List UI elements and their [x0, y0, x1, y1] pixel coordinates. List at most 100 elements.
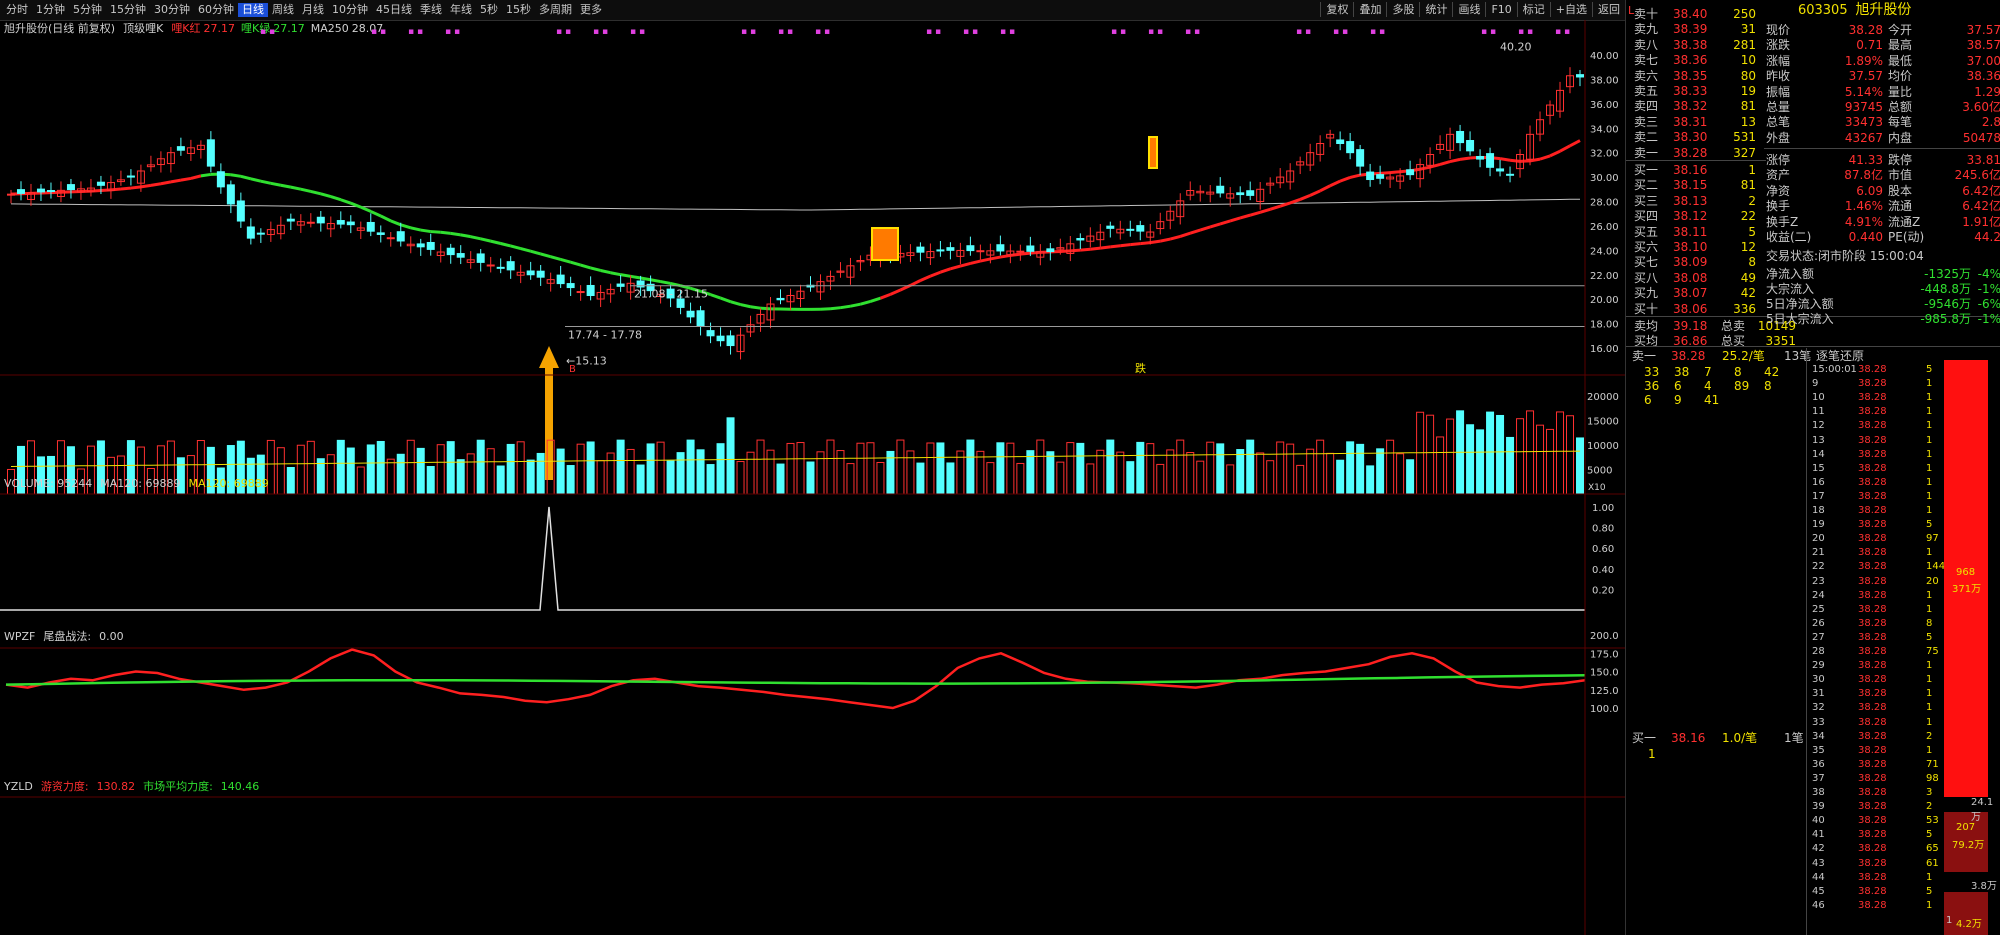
period-tab-4[interactable]: 30分钟: [154, 3, 190, 16]
candle-body[interactable]: [686, 310, 695, 318]
volume-bar[interactable]: [1056, 461, 1065, 495]
volume-bar[interactable]: [1036, 439, 1045, 495]
candle-body[interactable]: [1226, 193, 1235, 199]
volume-bar[interactable]: [1296, 464, 1305, 495]
volume-bar[interactable]: [666, 460, 675, 495]
candle-body[interactable]: [1176, 200, 1185, 218]
candle-body[interactable]: [956, 249, 965, 257]
candle-body[interactable]: [756, 313, 765, 324]
volume-bar[interactable]: [566, 465, 575, 495]
volume-bar[interactable]: [846, 463, 855, 495]
volume-bar[interactable]: [1196, 460, 1205, 495]
candle-body[interactable]: [1266, 182, 1275, 186]
candle-body[interactable]: [1416, 164, 1425, 180]
candle-body[interactable]: [1466, 139, 1475, 152]
candle-body[interactable]: [1196, 190, 1205, 194]
volume-bar[interactable]: [1186, 452, 1195, 495]
volume-bar[interactable]: [676, 452, 685, 495]
volume-bar[interactable]: [776, 463, 785, 495]
candle-body[interactable]: [826, 275, 835, 282]
candle-body[interactable]: [1206, 191, 1215, 195]
volume-bar[interactable]: [1066, 442, 1075, 495]
candle-body[interactable]: [156, 158, 165, 166]
candle-body[interactable]: [746, 324, 755, 333]
candle-body[interactable]: [316, 216, 325, 224]
volume-bar[interactable]: [1526, 410, 1535, 495]
candle-body[interactable]: [116, 179, 125, 183]
volume-bar[interactable]: [1556, 411, 1565, 495]
volume-bar[interactable]: [306, 440, 315, 495]
candle-body[interactable]: [386, 237, 395, 240]
volume-bar[interactable]: [716, 443, 725, 495]
candle-body[interactable]: [1076, 238, 1085, 241]
volume-bar[interactable]: [1096, 449, 1105, 495]
candle-body[interactable]: [1436, 143, 1445, 150]
candle-body[interactable]: [446, 247, 455, 256]
period-tab-7[interactable]: 周线: [272, 3, 294, 16]
candle-body[interactable]: [1276, 176, 1285, 184]
tool-button-3[interactable]: 统计: [1419, 2, 1452, 17]
volume-bar[interactable]: [1466, 424, 1475, 495]
period-tab-2[interactable]: 5分钟: [73, 3, 102, 16]
volume-bar[interactable]: [1306, 448, 1315, 495]
period-tab-14[interactable]: 15秒: [506, 3, 531, 16]
candle-body[interactable]: [26, 192, 35, 200]
candle-body[interactable]: [1456, 130, 1465, 144]
candle-body[interactable]: [736, 334, 745, 353]
candle-body[interactable]: [336, 220, 345, 225]
candle-body[interactable]: [1356, 149, 1365, 167]
volume-bar[interactable]: [926, 442, 935, 495]
volume-bar[interactable]: [1156, 463, 1165, 495]
candle-body[interactable]: [1326, 133, 1335, 139]
candle-body[interactable]: [516, 271, 525, 276]
volume-chart[interactable]: [6, 410, 1585, 495]
candle-body[interactable]: [1566, 75, 1575, 88]
candle-body[interactable]: [426, 241, 435, 250]
volume-bar[interactable]: [576, 443, 585, 495]
volume-bar[interactable]: [1356, 443, 1365, 495]
volume-bar[interactable]: [656, 441, 665, 495]
volume-bar[interactable]: [1256, 452, 1265, 495]
candle-body[interactable]: [466, 259, 475, 263]
candle-body[interactable]: [206, 139, 215, 167]
period-tab-3[interactable]: 15分钟: [110, 3, 146, 16]
tool-button-6[interactable]: 标记: [1516, 2, 1550, 17]
candle-body[interactable]: [1126, 228, 1135, 231]
volume-bar[interactable]: [1386, 439, 1395, 495]
candle-body[interactable]: [1396, 175, 1405, 182]
candle-body[interactable]: [436, 251, 445, 257]
candle-body[interactable]: [416, 243, 425, 248]
volume-bar[interactable]: [1046, 451, 1055, 495]
candle-body[interactable]: [556, 274, 565, 285]
candle-body[interactable]: [186, 147, 195, 154]
volume-bar[interactable]: [1106, 439, 1115, 495]
volume-bar[interactable]: [1126, 461, 1135, 495]
candle-body[interactable]: [576, 291, 585, 294]
candle-body[interactable]: [676, 298, 685, 308]
volume-bar[interactable]: [526, 459, 535, 495]
volume-bar[interactable]: [1146, 443, 1155, 495]
volume-bar[interactable]: [1426, 414, 1435, 495]
candle-body[interactable]: [486, 264, 495, 267]
period-tab-15[interactable]: 多周期: [539, 3, 572, 16]
volume-bar[interactable]: [1376, 448, 1385, 495]
volume-bar[interactable]: [626, 448, 635, 495]
volume-bar[interactable]: [1286, 443, 1295, 495]
period-tab-5[interactable]: 60分钟: [198, 3, 234, 16]
volume-bar[interactable]: [916, 462, 925, 495]
volume-bar[interactable]: [1206, 441, 1215, 495]
volume-bar[interactable]: [946, 462, 955, 495]
volume-bar[interactable]: [556, 448, 565, 495]
yzld-chart[interactable]: [5, 648, 1586, 710]
volume-bar[interactable]: [766, 449, 775, 495]
volume-bar[interactable]: [296, 444, 305, 495]
candle-body[interactable]: [1156, 221, 1165, 230]
period-tab-13[interactable]: 5秒: [480, 3, 498, 16]
tool-button-1[interactable]: 叠加: [1353, 2, 1386, 17]
volume-bar[interactable]: [636, 464, 645, 495]
volume-bar[interactable]: [806, 461, 815, 495]
candle-body[interactable]: [1366, 171, 1375, 181]
volume-bar[interactable]: [436, 444, 445, 495]
candle-body[interactable]: [546, 279, 555, 284]
volume-bar[interactable]: [616, 439, 625, 495]
